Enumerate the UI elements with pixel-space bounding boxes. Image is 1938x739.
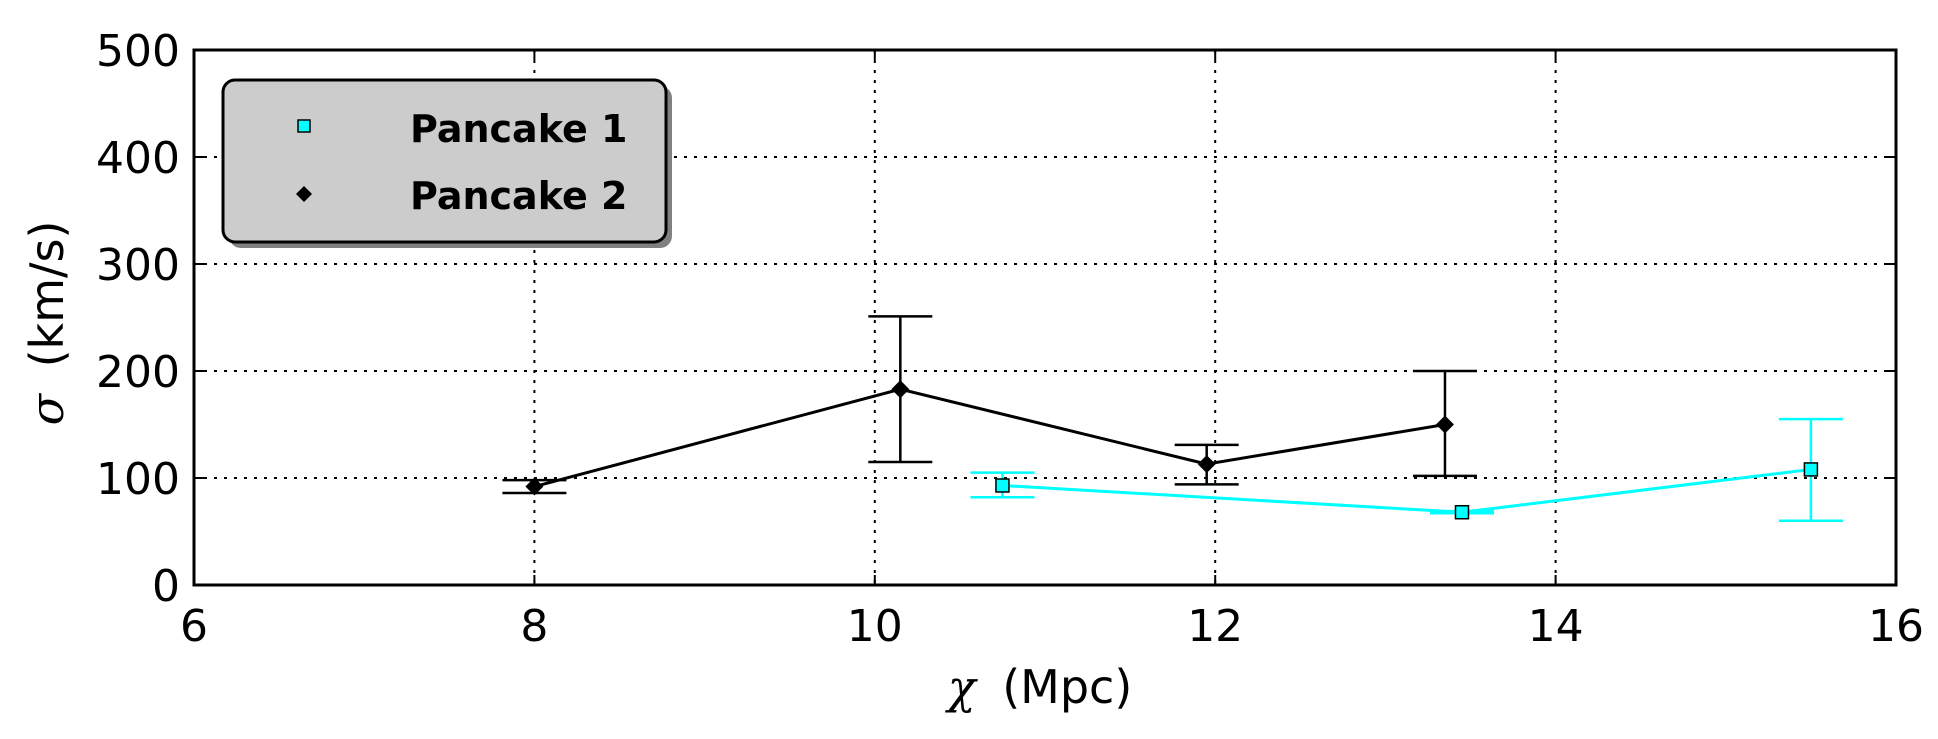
x-tick-label: 12	[1187, 601, 1243, 652]
x-axis-symbol: χ	[945, 660, 979, 714]
y-tick-label: 400	[96, 133, 180, 184]
legend-marker-pancake-2	[296, 186, 312, 202]
data-point-pancake-2	[525, 477, 544, 496]
y-axis-unit: (km/s)	[20, 221, 74, 368]
series-pancake-1	[970, 417, 1843, 523]
y-axis-symbol: σ	[20, 392, 74, 425]
series-line-pancake-1	[1002, 467, 1812, 514]
legend-label-pancake-2: Pancake 2	[410, 174, 627, 218]
grid	[194, 50, 1896, 585]
x-axis-label: χ (Mpc)	[945, 660, 1133, 714]
legend-marker-pancake-1	[297, 119, 311, 133]
x-axis-unit: (Mpc)	[1002, 660, 1132, 714]
legend-box	[221, 78, 668, 244]
data-point-pancake-2	[1197, 455, 1216, 474]
series-line-pancake-2	[534, 387, 1446, 489]
series-layer	[502, 315, 1843, 523]
data-point-pancake-1	[995, 478, 1010, 493]
y-tick-label: 300	[96, 240, 180, 291]
y-tick-label: 200	[96, 347, 180, 398]
data-point-pancake-2	[891, 380, 910, 399]
y-tick-label: 100	[96, 454, 180, 505]
legend: Pancake 1 Pancake 2	[221, 78, 672, 248]
x-tick-label: 16	[1868, 601, 1924, 652]
series-pancake-2	[502, 315, 1477, 496]
x-tick-label: 10	[847, 601, 903, 652]
x-tick-label: 14	[1528, 601, 1584, 652]
plot-frame	[192, 48, 1898, 587]
x-tick-label: 6	[180, 601, 208, 652]
y-axis-label: σ (km/s)	[20, 221, 74, 426]
x-tick-label: 8	[520, 601, 548, 652]
ticks: 6 8 10 12 14 16 0 100 200 300 400 500	[96, 26, 1924, 652]
data-point-pancake-1	[1803, 462, 1819, 477]
y-tick-label: 0	[152, 561, 180, 612]
legend-label-pancake-1: Pancake 1	[410, 107, 627, 151]
data-point-pancake-2	[1435, 415, 1454, 434]
data-point-pancake-1	[1454, 504, 1470, 520]
y-tick-label: 500	[96, 26, 180, 77]
